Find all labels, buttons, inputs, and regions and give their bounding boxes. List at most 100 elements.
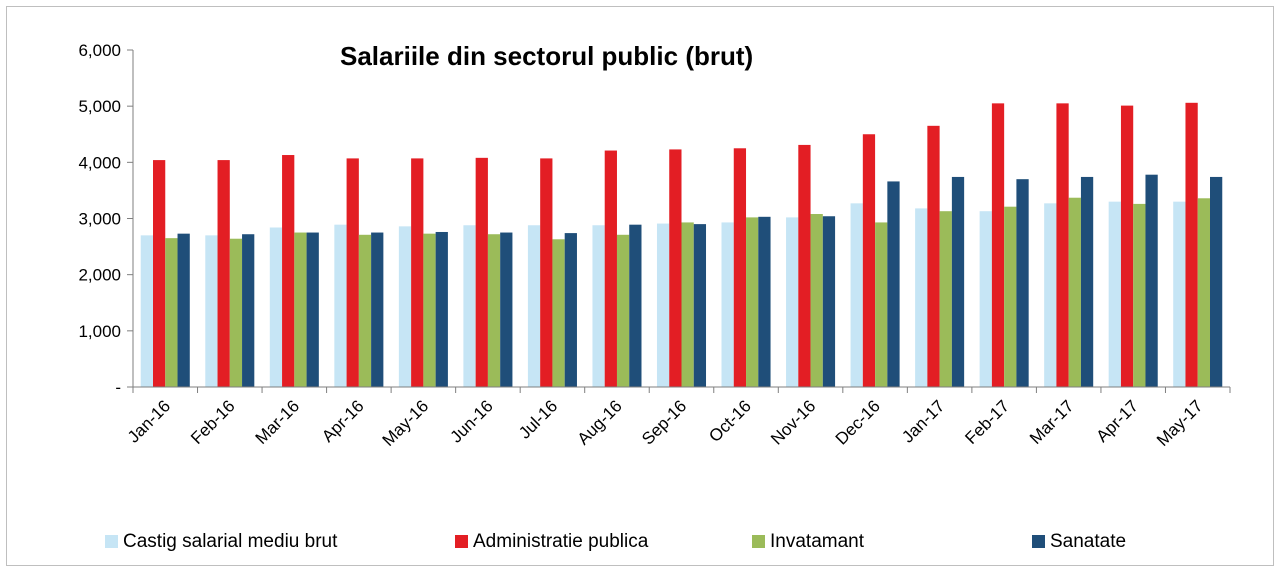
bar xyxy=(1133,204,1145,387)
chart-title: Salariile din sectorul public (brut) xyxy=(340,41,753,71)
legend-label: Sanatate xyxy=(1050,531,1126,552)
bar xyxy=(875,222,887,387)
bar xyxy=(1210,177,1222,387)
bar xyxy=(294,233,306,387)
y-tick-label: 2,000 xyxy=(78,266,121,285)
bar xyxy=(270,227,282,387)
bar xyxy=(746,217,758,387)
bar xyxy=(1081,177,1093,387)
legend-swatch xyxy=(105,535,118,548)
bar xyxy=(758,217,770,387)
bar xyxy=(141,235,153,387)
bar xyxy=(992,103,1004,387)
bar xyxy=(980,211,992,387)
x-tick-label: Mar-17 xyxy=(1026,396,1078,448)
legend-swatch xyxy=(455,535,468,548)
bar xyxy=(411,158,423,387)
bar xyxy=(347,158,359,387)
bar xyxy=(399,226,411,387)
y-tick-label: 4,000 xyxy=(78,153,121,172)
y-tick-label: - xyxy=(115,378,121,397)
bar xyxy=(463,225,475,387)
bar xyxy=(786,217,798,387)
y-axis: - 1,000 2,000 3,000 4,000 5,000 6,000 xyxy=(78,41,133,397)
bar xyxy=(1173,202,1185,387)
bar xyxy=(423,234,435,387)
bar xyxy=(1004,207,1016,387)
x-tick-label: Feb-16 xyxy=(187,396,239,448)
y-tick-label: 6,000 xyxy=(78,41,121,60)
bar xyxy=(811,214,823,387)
x-tick-label: May-17 xyxy=(1153,396,1207,450)
x-tick-label: Mar-16 xyxy=(252,396,304,448)
bar xyxy=(657,224,669,387)
bar xyxy=(153,160,165,387)
x-tick-label: Aug-16 xyxy=(574,396,626,448)
bar xyxy=(540,158,552,387)
x-tick-label: Jan-17 xyxy=(898,396,948,446)
bar xyxy=(851,203,863,387)
bar xyxy=(1109,202,1121,387)
x-tick-label: Apr-17 xyxy=(1093,396,1143,446)
bar xyxy=(1044,203,1056,387)
bar xyxy=(887,181,899,387)
bar xyxy=(915,208,927,387)
bar xyxy=(1185,103,1197,387)
bar xyxy=(500,233,512,387)
bar xyxy=(682,222,694,387)
bar xyxy=(565,233,577,387)
bar xyxy=(476,158,488,387)
bar xyxy=(617,235,629,387)
legend-label: Invatamant xyxy=(770,531,865,552)
x-tick-label: Feb-17 xyxy=(961,396,1013,448)
x-tick-label: Jan-16 xyxy=(124,396,174,446)
bar xyxy=(940,211,952,387)
x-tick-label: Dec-16 xyxy=(832,396,884,448)
bar xyxy=(1069,198,1081,387)
bar xyxy=(1056,103,1068,387)
bar xyxy=(359,235,371,387)
bar xyxy=(165,238,177,387)
x-tick-label: May-16 xyxy=(379,396,433,450)
bar xyxy=(205,235,217,387)
bar xyxy=(371,233,383,387)
x-tick-label: Oct-16 xyxy=(705,396,755,446)
x-axis: Jan-16 Feb-16 Mar-16 Apr-16 May-16 Jun-16 Jul-… xyxy=(124,387,1230,450)
bar xyxy=(927,126,939,387)
bar xyxy=(823,216,835,387)
legend: Castig salarial mediu brut Administratie … xyxy=(105,531,1126,552)
x-tick-label: Jun-16 xyxy=(447,396,497,446)
bar xyxy=(722,222,734,387)
bar xyxy=(488,234,500,387)
bar xyxy=(436,232,448,387)
bar xyxy=(282,155,294,387)
bar xyxy=(528,225,540,387)
bar xyxy=(798,145,810,387)
bar xyxy=(952,177,964,387)
bar xyxy=(1198,198,1210,387)
y-tick-label: 1,000 xyxy=(78,322,121,341)
x-tick-label: Apr-16 xyxy=(318,396,368,446)
bar xyxy=(863,134,875,387)
legend-swatch xyxy=(1032,535,1045,548)
bar xyxy=(334,225,346,387)
bar xyxy=(552,239,564,387)
bar xyxy=(592,225,604,387)
legend-label: Administratie publica xyxy=(473,531,649,552)
bar xyxy=(629,225,641,387)
y-tick-label: 3,000 xyxy=(78,210,121,229)
bar xyxy=(734,148,746,387)
bar xyxy=(1145,175,1157,387)
legend-label: Castig salarial mediu brut xyxy=(123,531,338,552)
bar xyxy=(307,233,319,387)
legend-swatch xyxy=(752,535,765,548)
bar xyxy=(242,234,254,387)
bar xyxy=(605,151,617,387)
x-tick-label: Nov-16 xyxy=(767,396,819,448)
bars-group xyxy=(141,103,1223,387)
bar xyxy=(1016,179,1028,387)
bar xyxy=(230,239,242,387)
bar xyxy=(1121,106,1133,387)
bar xyxy=(218,160,230,387)
